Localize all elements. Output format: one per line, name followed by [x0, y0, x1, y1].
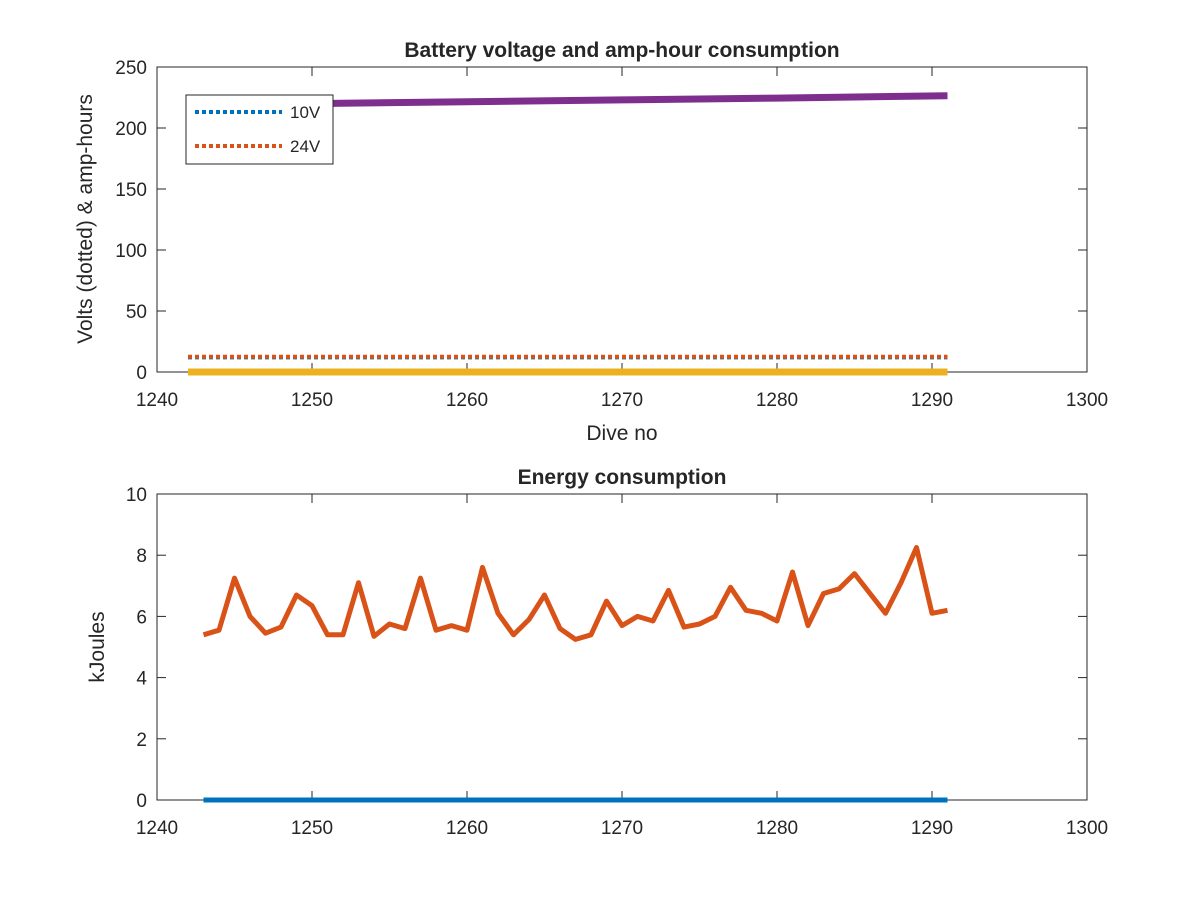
y-tick-label: 250 [115, 58, 147, 79]
x-tick-label: 1290 [911, 390, 953, 411]
y-tick-label: 10 [126, 485, 147, 506]
y-tick-label: 8 [136, 546, 147, 567]
voltage-amphour-axes: 1240 1250 1260 1270 1280 1290 1300 0 50 100 150 200… [74, 39, 1108, 445]
axis-ticks: 1240 1250 1260 1270 1280 1290 1300 0 2 4 6 8 10 [126, 485, 1108, 839]
x-tick-label: 1300 [1066, 818, 1108, 839]
x-tick-label: 1280 [756, 818, 798, 839]
y-tick-label: 0 [136, 791, 147, 812]
chart-title: Energy consumption [518, 466, 727, 489]
y-tick-label: 2 [136, 730, 147, 751]
y-tick-label: 50 [126, 302, 147, 323]
y-axis-label: Volts (dotted) & amp-hours [74, 94, 97, 344]
x-tick-label: 1240 [136, 390, 178, 411]
y-tick-label: 100 [115, 241, 147, 262]
x-tick-label: 1250 [291, 818, 333, 839]
y-tick-label: 150 [115, 180, 147, 201]
legend: 10V 24V [185, 94, 334, 165]
chart-title: Battery voltage and amp-hour consumption [404, 39, 839, 62]
plot-area-frame [156, 493, 1088, 801]
legend-box [185, 94, 334, 165]
x-tick-label: 1280 [756, 390, 798, 411]
y-tick-label: 6 [136, 607, 147, 628]
x-tick-label: 1270 [601, 818, 643, 839]
legend-label-24v: 24V [290, 137, 321, 156]
x-axis-label: Dive no [586, 422, 657, 445]
energy-axes: 1240 1250 1260 1270 1280 1290 1300 0 2 4 6 8 10 Ener… [86, 466, 1108, 839]
series-layer [202, 545, 948, 803]
y-tick-label: 200 [115, 119, 147, 140]
x-tick-label: 1290 [911, 818, 953, 839]
x-tick-label: 1300 [1066, 390, 1108, 411]
x-tick-label: 1240 [136, 818, 178, 839]
x-tick-label: 1260 [446, 390, 488, 411]
x-tick-label: 1250 [291, 390, 333, 411]
y-axis-label: kJoules [86, 611, 109, 682]
series-line-2 [202, 545, 948, 642]
legend-label-10v: 10V [290, 103, 321, 122]
x-tick-label: 1270 [601, 390, 643, 411]
y-tick-label: 0 [136, 363, 147, 384]
axis-ticks: 1240 1250 1260 1270 1280 1290 1300 0 50 100 150 200… [115, 58, 1108, 411]
y-tick-label: 4 [136, 669, 147, 690]
x-tick-label: 1260 [446, 818, 488, 839]
